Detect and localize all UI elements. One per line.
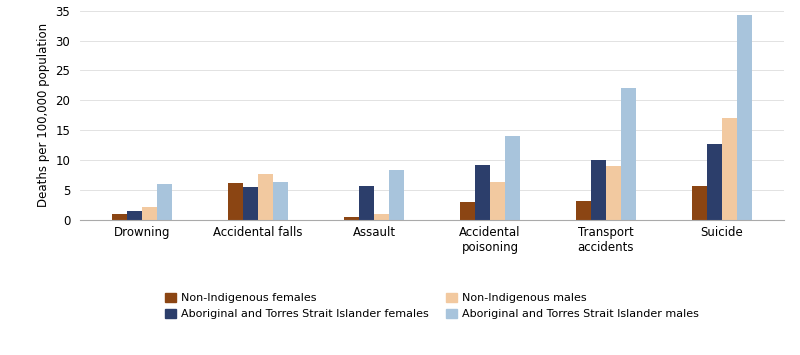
Bar [737, 15, 752, 220]
Bar [591, 160, 606, 220]
Bar [692, 186, 706, 220]
Bar [374, 213, 389, 220]
Bar [706, 143, 722, 220]
Bar [460, 202, 475, 220]
Bar [722, 118, 737, 220]
Bar [359, 186, 374, 220]
Bar [228, 183, 243, 220]
Bar [576, 201, 591, 220]
Bar [273, 182, 288, 220]
Bar [158, 184, 172, 220]
Bar [505, 136, 520, 220]
Bar [490, 182, 505, 220]
Bar [142, 207, 158, 220]
Bar [344, 217, 359, 220]
Legend: Non-Indigenous females, Aboriginal and Torres Strait Islander females, Non-Indig: Non-Indigenous females, Aboriginal and T… [165, 293, 699, 319]
Bar [112, 214, 127, 220]
Bar [258, 174, 273, 220]
Bar [621, 88, 636, 220]
Bar [243, 187, 258, 220]
Bar [127, 211, 142, 220]
Y-axis label: Deaths per 100,000 population: Deaths per 100,000 population [37, 23, 50, 207]
Bar [606, 166, 621, 220]
Bar [475, 165, 490, 220]
Bar [389, 170, 404, 220]
